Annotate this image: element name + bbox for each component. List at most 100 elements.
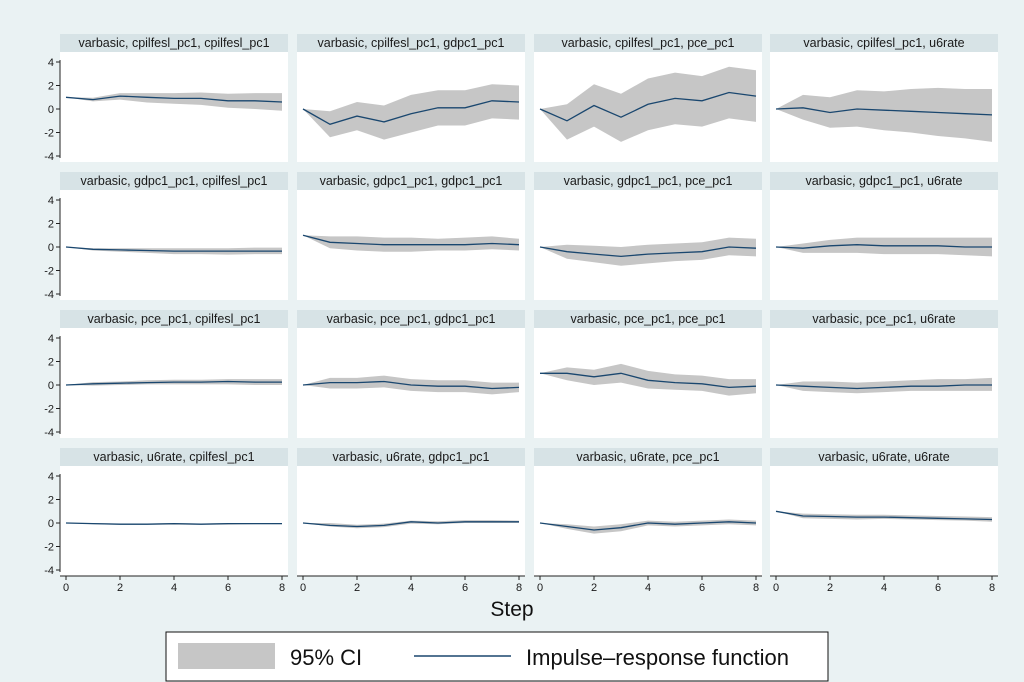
x-tick-label: 4 (408, 582, 414, 594)
legend: 95% CI Impulse–response function (165, 631, 829, 682)
panel-title: varbasic, cpilfesl_pc1, pce_pc1 (561, 36, 734, 50)
panel-plot-area (770, 172, 998, 300)
irf-line (775, 384, 992, 390)
irf-line (65, 246, 282, 252)
irf-line (775, 107, 993, 116)
x-tick-label: 2 (354, 582, 360, 594)
panel-13: varbasic, u6rate, cpilfesl_pc1 -4 -2 0 2 4 0 2 4… (44, 448, 288, 594)
x-tick-label: 8 (753, 582, 759, 594)
x-tick-label: 0 (773, 582, 779, 594)
panel-15: varbasic, u6rate, pce_pc1 0 2 4 6 8 (534, 448, 762, 594)
panel-header (770, 172, 998, 190)
panel-header (534, 310, 762, 328)
panel-title: varbasic, pce_pc1, gdpc1_pc1 (327, 312, 496, 326)
irf-line (302, 521, 519, 528)
panel-header (297, 172, 525, 190)
panel-header (297, 34, 525, 52)
legend-line-label: Impulse–response function (526, 645, 789, 670)
panel-4: varbasic, cpilfesl_pc1, u6rate (770, 34, 998, 162)
panel-plot-area (534, 448, 762, 576)
ci-band (66, 92, 282, 111)
y-tick-label: -4 (44, 427, 54, 439)
y-tick-label: 4 (48, 333, 54, 345)
x-tick-label: 6 (462, 582, 468, 594)
ci-band (776, 237, 992, 257)
irf-line (65, 95, 283, 103)
x-tick-label: 6 (935, 582, 941, 594)
panel-5: varbasic, gdpc1_pc1, cpilfesl_pc1 -4 -2 0 2 4 (44, 172, 288, 301)
panel-11: varbasic, pce_pc1, pce_pc1 (534, 310, 762, 438)
x-axis-label: Step (490, 598, 533, 621)
y-tick-label: -4 (44, 565, 54, 577)
x-tick-label: 2 (827, 582, 833, 594)
panel-title: varbasic, u6rate, pce_pc1 (576, 450, 719, 464)
legend-ci-label: 95% CI (290, 645, 362, 670)
x-tick-label: 8 (516, 582, 522, 594)
x-tick-label: 2 (591, 582, 597, 594)
y-tick-label: -2 (44, 542, 54, 554)
x-tick-label: 4 (881, 582, 887, 594)
panel-title: varbasic, pce_pc1, pce_pc1 (571, 312, 726, 326)
panel-plot-area (770, 448, 998, 576)
x-tick-label: 8 (989, 582, 995, 594)
ci-band (776, 87, 992, 142)
panel-title: varbasic, cpilfesl_pc1, cpilfesl_pc1 (78, 36, 269, 50)
y-tick-label: -2 (44, 266, 54, 278)
panel-header (297, 448, 525, 466)
y-tick-label: 2 (48, 219, 54, 231)
panel-plot-area (60, 310, 288, 438)
x-tick-label: 4 (171, 582, 177, 594)
x-tick-label: 2 (117, 582, 123, 594)
irf-line (65, 522, 282, 525)
panel-header (770, 448, 998, 466)
y-tick-label: -4 (44, 289, 54, 301)
panel-title: varbasic, cpilfesl_pc1, gdpc1_pc1 (318, 36, 505, 50)
panel-header (60, 310, 288, 328)
panel-plot-area (770, 310, 998, 438)
panel-header (534, 448, 762, 466)
irf-line (775, 510, 993, 521)
y-tick-label: -4 (44, 151, 54, 163)
y-tick-label: -2 (44, 404, 54, 416)
x-tick-label: 6 (225, 582, 231, 594)
panel-plot-area (534, 172, 762, 300)
panel-plot-area (297, 448, 525, 576)
panel-16: varbasic, u6rate, u6rate 0 2 4 6 8 (770, 448, 998, 594)
panel-plot-area (60, 448, 288, 576)
y-tick-label: 2 (48, 357, 54, 369)
irf-line (302, 234, 520, 246)
panel-header (770, 310, 998, 328)
irf-line (302, 100, 520, 126)
x-tick-label: 8 (279, 582, 285, 594)
y-tick-label: 4 (48, 57, 54, 69)
x-tick-label: 6 (699, 582, 705, 594)
panel-title: varbasic, u6rate, gdpc1_pc1 (332, 450, 489, 464)
panel-6: varbasic, gdpc1_pc1, gdpc1_pc1 (297, 172, 525, 300)
panel-header (770, 34, 998, 52)
panel-title: varbasic, cpilfesl_pc1, u6rate (803, 36, 964, 50)
y-tick-label: -2 (44, 128, 54, 140)
ci-band (776, 377, 992, 394)
panel-10: varbasic, pce_pc1, gdpc1_pc1 (297, 310, 525, 438)
ci-band (303, 84, 519, 140)
panel-title: varbasic, u6rate, u6rate (818, 450, 949, 464)
panel-grid: varbasic, cpilfesl_pc1, cpilfesl_pc1 -4 -2… (44, 34, 998, 594)
panel-14: varbasic, u6rate, gdpc1_pc1 0 2 4 6 8 (297, 448, 525, 594)
panel-plot-area (297, 310, 525, 438)
y-tick-label: 2 (48, 81, 54, 93)
irf-line (539, 521, 757, 531)
y-tick-label: 0 (48, 242, 54, 254)
panel-header (297, 310, 525, 328)
panel-12: varbasic, pce_pc1, u6rate (770, 310, 998, 438)
panel-1: varbasic, cpilfesl_pc1, cpilfesl_pc1 -4 -2… (44, 34, 288, 163)
panel-7: varbasic, gdpc1_pc1, pce_pc1 (534, 172, 762, 300)
x-tick-label: 0 (63, 582, 69, 594)
panel-header (60, 448, 288, 466)
panel-9: varbasic, pce_pc1, cpilfesl_pc1 -4 -2 0 2 4 (44, 310, 288, 439)
panel-title: varbasic, pce_pc1, cpilfesl_pc1 (87, 312, 260, 326)
x-tick-label: 4 (645, 582, 651, 594)
panel-plot-area (60, 172, 288, 300)
irf-line (775, 244, 992, 249)
y-tick-label: 2 (48, 495, 54, 507)
y-tick-label: 0 (48, 104, 54, 116)
